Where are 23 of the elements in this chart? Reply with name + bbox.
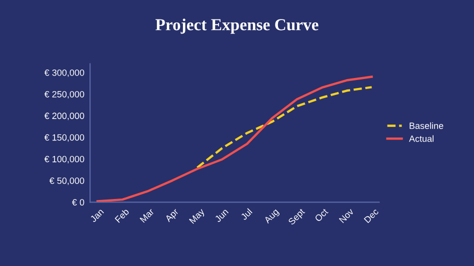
x-tick-label: Jan [90,208,104,223]
y-tick-label: € 200,000 [44,112,84,120]
y-tick-label: € 150,000 [44,134,84,142]
x-tick-label: Nov [338,208,354,224]
y-tick-label: € 50,000 [49,178,84,185]
x-tick-label: Oct [314,208,329,222]
x-tick-label: Dec [364,208,379,224]
line-series [196,86,373,169]
x-tick-label: Aug [264,208,280,226]
legend-label: Baseline [410,122,444,129]
y-tick-label: € 100,000 [44,156,84,164]
x-tick-label: Jul [240,208,252,220]
x-tick-label: Feb [114,208,130,223]
y-tick-label: € 300,000 [44,69,84,77]
x-tick-label: May [188,208,206,226]
y-tick-label: € 250,000 [44,91,84,99]
chart-title: Project Expense Curve [156,18,318,34]
x-tick-label: Jun [214,208,229,223]
line-series [96,76,373,202]
x-tick-label: Apr [164,208,180,224]
x-tick-label: Mar [140,208,154,223]
y-tick-label: € 0 [72,199,84,206]
legend-label: Actual [409,135,434,142]
